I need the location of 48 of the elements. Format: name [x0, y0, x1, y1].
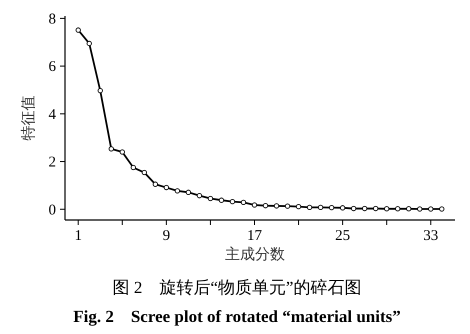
point [174, 188, 180, 194]
point [152, 182, 158, 187]
x-tick-label: 9 [162, 228, 170, 244]
point [142, 170, 147, 176]
point [76, 27, 81, 33]
y-tick-label: 4 [48, 106, 56, 123]
point [98, 88, 103, 94]
x-axis-title: 主成分数 [225, 246, 285, 263]
point [230, 198, 236, 204]
x-tick-label: 33 [423, 228, 438, 244]
point [340, 205, 346, 210]
point [296, 204, 302, 210]
point [208, 196, 214, 202]
point [428, 206, 434, 212]
y-tick-label: 6 [48, 59, 56, 76]
x-tick-label: 17 [246, 228, 262, 244]
point [384, 206, 390, 212]
point [350, 206, 356, 212]
point [240, 200, 246, 205]
point [196, 193, 202, 198]
point [252, 202, 258, 208]
y-tick-label: 2 [48, 154, 56, 171]
point [164, 184, 170, 190]
y-axis-title: 特征值 [20, 96, 37, 140]
point [120, 149, 125, 155]
y-tick-label: 8 [48, 11, 56, 28]
point [395, 206, 400, 212]
point [406, 206, 412, 212]
point [362, 206, 368, 212]
text: Fig. 2 Scree plot of rotated “material units” [73, 307, 401, 326]
point [108, 146, 114, 152]
text: 图 2 旋转后“物质单元”的碎石图 [112, 278, 362, 297]
point [284, 204, 290, 209]
point [328, 204, 334, 210]
y-tick-label: 0 [48, 202, 56, 218]
point [86, 40, 92, 46]
point [262, 203, 268, 208]
x-tick-label: 25 [335, 228, 350, 244]
x-tick-label: 1 [74, 228, 82, 244]
point [306, 204, 312, 210]
point [417, 206, 422, 212]
point [130, 164, 136, 170]
point [373, 206, 378, 212]
point [439, 206, 444, 212]
point [318, 204, 324, 210]
point [274, 203, 280, 209]
point [218, 198, 224, 203]
point [186, 190, 192, 195]
